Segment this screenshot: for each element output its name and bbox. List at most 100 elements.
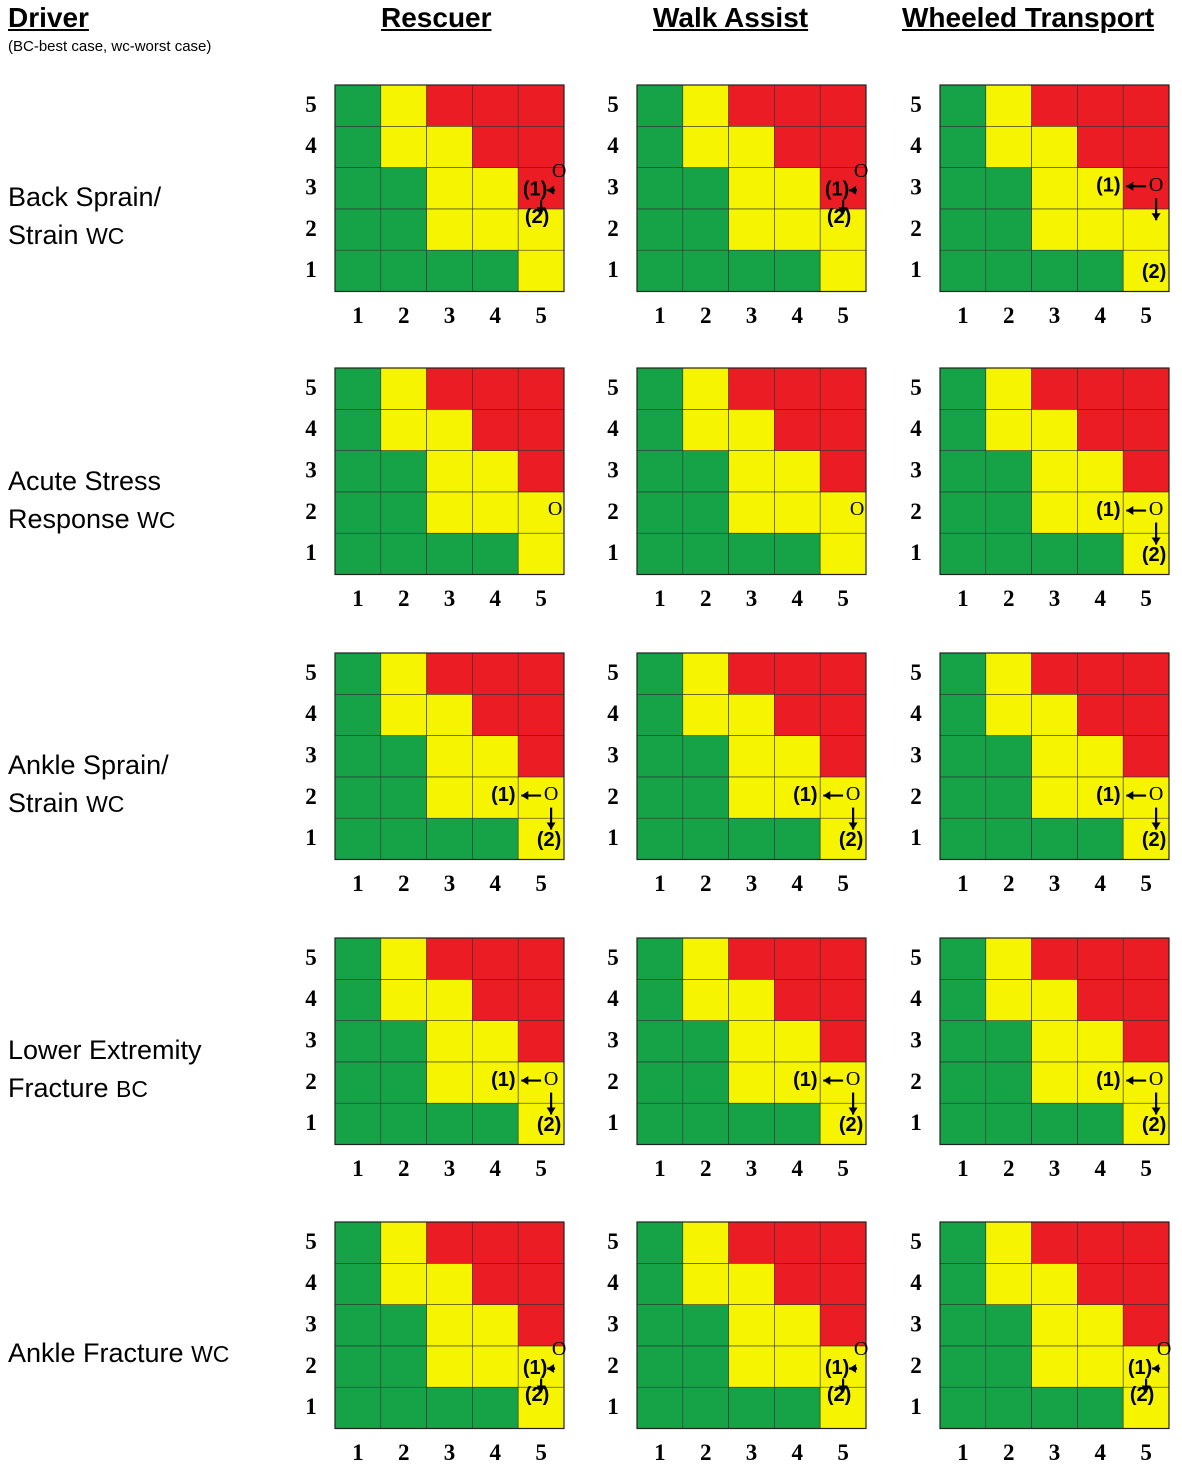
matrix-cell: [939, 652, 987, 695]
x-tick-label: 2: [700, 586, 712, 611]
matrix-cell: [472, 1061, 519, 1104]
matrix-cell: [334, 532, 382, 575]
matrix-cell: [939, 978, 987, 1021]
matrix-cell: [334, 1102, 382, 1145]
matrix-cell: [517, 208, 565, 251]
arrow-head: [823, 791, 831, 801]
matrix-cell: [426, 1304, 473, 1347]
y-tick-label: 5: [305, 375, 317, 400]
matrix-cell: [939, 1304, 987, 1347]
arrow-head: [521, 791, 529, 801]
matrix-cell: [939, 1262, 987, 1305]
current-risk-marker: O: [854, 160, 868, 182]
x-tick-label: 3: [746, 1156, 758, 1181]
y-tick-label: 5: [607, 92, 619, 117]
arrow-head: [1151, 822, 1161, 830]
matrix-cell: [819, 208, 867, 251]
matrix-cell: [472, 450, 519, 493]
matrix-cell: [1077, 208, 1124, 251]
arrow-head: [521, 1076, 529, 1086]
x-tick-label: 3: [444, 586, 456, 611]
matrix-border: [636, 652, 867, 861]
matrix-cell: [334, 1345, 382, 1388]
matrix-cell: [472, 1345, 519, 1388]
matrix-cell: [380, 1386, 427, 1429]
matrix-cell: [1122, 693, 1170, 736]
matrix-cell: [728, 84, 775, 127]
matrix-border: [636, 1221, 867, 1430]
step-2-marker: (2): [525, 1384, 549, 1406]
matrix-cell: [636, 776, 684, 819]
x-tick-label: 3: [746, 1440, 758, 1465]
x-tick-label: 5: [1140, 871, 1152, 896]
matrix-cell: [636, 125, 684, 168]
matrix-cell: [985, 776, 1032, 819]
y-tick-label: 4: [305, 986, 317, 1011]
matrix-cell: [819, 735, 867, 778]
risk-matrix-4-3: 1 1 2 2 3 3 4 4 5 5 O (1) (2): [910, 937, 1170, 1181]
risk-matrix-1-1: 1 1 2 2 3 3 4 4 5 5 O(1) (2): [305, 84, 566, 328]
matrix-cell: [939, 1221, 987, 1264]
row-label-line1: Ankle Fracture: [8, 1338, 184, 1368]
matrix-cell: [774, 167, 821, 210]
matrix-cell: [939, 735, 987, 778]
x-tick-label: 3: [1049, 586, 1061, 611]
matrix-cell: [985, 817, 1032, 860]
row-label-acute-stress: Acute Stress Response WC: [8, 462, 175, 539]
matrix-cell: [426, 693, 473, 736]
matrix-cell: [819, 1102, 867, 1145]
matrix-cell: [334, 408, 382, 451]
y-tick-label: 4: [910, 986, 922, 1011]
matrix-cell: [1077, 249, 1124, 292]
y-tick-label: 1: [305, 825, 317, 850]
y-tick-label: 1: [607, 1394, 619, 1419]
arrow-head: [1151, 1107, 1161, 1115]
matrix-cell: [985, 735, 1032, 778]
matrix-cell: [985, 693, 1032, 736]
matrix-cell: [334, 652, 382, 695]
matrix-cell: [1077, 1262, 1124, 1305]
y-tick-label: 3: [305, 1312, 317, 1337]
step-2-marker: (2): [839, 1114, 863, 1136]
y-tick-label: 3: [607, 175, 619, 200]
current-risk-marker: O: [1149, 174, 1163, 196]
matrix-cell: [517, 652, 565, 695]
column-header-wheeled-transport: Wheeled Transport: [902, 2, 1155, 33]
matrix-cell: [682, 776, 729, 819]
matrix-cell: [682, 491, 729, 534]
matrix-cell: [985, 978, 1032, 1021]
matrix-cell: [426, 249, 473, 292]
matrix-cell: [819, 937, 867, 980]
matrix-cell: [472, 532, 519, 575]
matrix-cell: [426, 491, 473, 534]
matrix-cell: [728, 1304, 775, 1347]
case-tag: WC: [86, 223, 125, 249]
matrix-cell: [1077, 532, 1124, 575]
matrix-cell: [472, 491, 519, 534]
x-tick-label: 1: [352, 1156, 364, 1181]
matrix-cell: [334, 735, 382, 778]
matrix-cell: [939, 84, 987, 127]
matrix-cell: [1122, 735, 1170, 778]
matrix-cell: [472, 937, 519, 980]
matrix-cell: [728, 817, 775, 860]
current-risk-marker: O: [846, 783, 860, 805]
matrix-cell: [1122, 1386, 1170, 1429]
matrix-cell: [774, 208, 821, 251]
matrix-cell: [1031, 776, 1078, 819]
x-tick-label: 1: [957, 303, 969, 328]
matrix-cell: [728, 652, 775, 695]
y-tick-label: 2: [305, 1069, 317, 1094]
x-tick-label: 1: [654, 303, 666, 328]
y-tick-label: 5: [305, 92, 317, 117]
y-tick-label: 1: [607, 540, 619, 565]
risk-matrix-5-2: 1 1 2 2 3 3 4 4 5 5 O(1) (2): [607, 1221, 868, 1465]
matrix-cell: [682, 1345, 729, 1388]
matrix-cell: [1031, 817, 1078, 860]
matrix-cell: [1031, 408, 1078, 451]
step-2-marker: (2): [537, 829, 561, 851]
column-header-rescuer: Rescuer: [381, 2, 492, 33]
step-2-marker: (2): [537, 1114, 561, 1136]
matrix-cell: [1031, 1020, 1078, 1063]
x-tick-label: 5: [535, 586, 547, 611]
